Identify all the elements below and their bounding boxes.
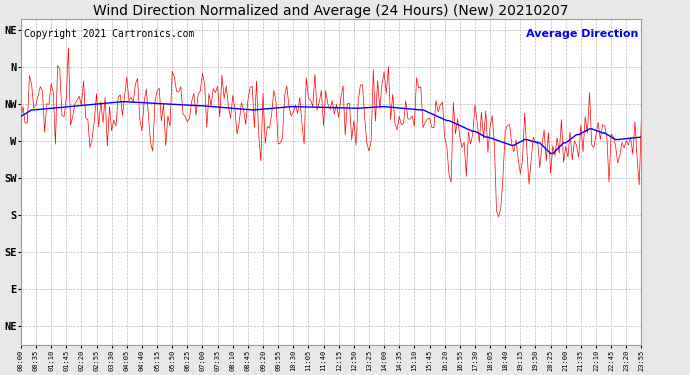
- Text: Average Direction: Average Direction: [526, 29, 638, 39]
- Text: Copyright 2021 Cartronics.com: Copyright 2021 Cartronics.com: [24, 29, 195, 39]
- Title: Wind Direction Normalized and Average (24 Hours) (New) 20210207: Wind Direction Normalized and Average (2…: [93, 4, 569, 18]
